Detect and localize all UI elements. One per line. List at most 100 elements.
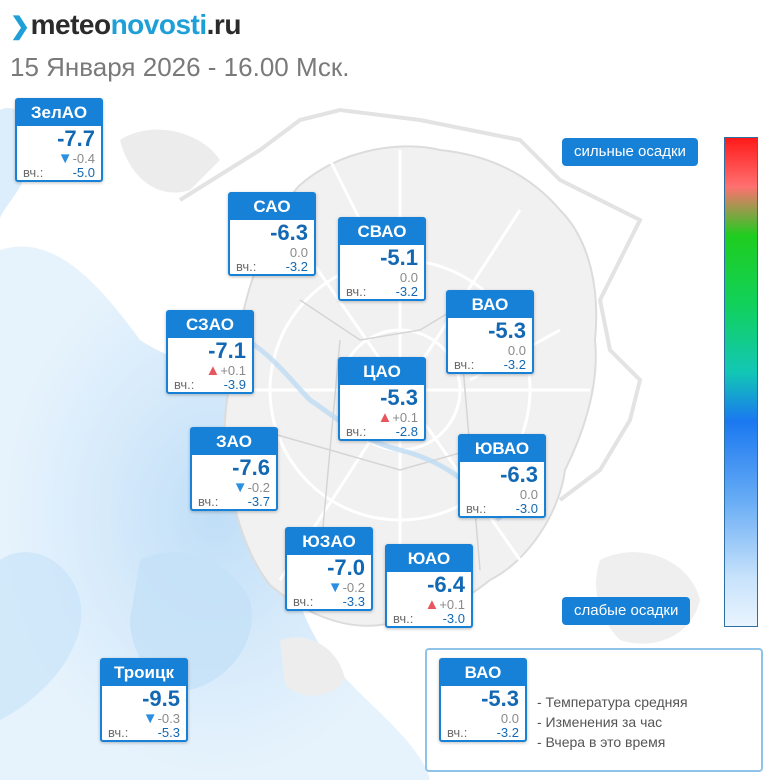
yesterday-value: -3.0: [515, 501, 538, 516]
scale-top-label: сильные осадки: [562, 138, 698, 166]
yesterday-label: вч.:: [293, 594, 314, 609]
yesterday-label: вч.:: [346, 284, 367, 299]
hourly-change-value: +0.1: [392, 410, 418, 425]
arrow-down-icon: ▼: [327, 579, 343, 596]
site-logo[interactable]: ❯meteonovosti.ru: [10, 8, 241, 44]
precipitation-area: [0, 246, 430, 780]
suburb-area: [120, 129, 220, 193]
yesterday-label: вч.:: [454, 357, 475, 372]
district-card[interactable]: ЮАО -6.4 ▲+0.1 вч.: -3.0: [385, 544, 473, 628]
yesterday-value: -2.8: [395, 424, 418, 439]
hourly-change-value: +0.1: [439, 597, 465, 612]
district-name: Троицк: [102, 660, 186, 686]
district-temperature: -7.0: [327, 555, 365, 580]
legend-sample-card: ВАО -5.3 0.0 вч.: -3.2: [439, 658, 527, 742]
logo-part-novosti: novosti: [110, 9, 208, 40]
district-card[interactable]: ВАО -5.3 0.0 вч.: -3.2: [446, 290, 534, 374]
district-card[interactable]: ЮЗАО -7.0 ▼-0.2 вч.: -3.3: [285, 527, 373, 611]
district-name: ЮВАО: [460, 436, 544, 462]
district-temperature: -5.1: [380, 245, 418, 270]
yesterday-label: вч.:: [108, 725, 129, 740]
yesterday-label: вч.:: [393, 611, 414, 626]
district-temperature: -5.3: [481, 686, 519, 711]
district-name: ЮАО: [387, 546, 471, 572]
district-temperature: -6.3: [500, 462, 538, 487]
page-subtitle: 15 Января 2026 - 16.00 Мск.: [10, 52, 350, 82]
precipitation-area: [0, 552, 82, 720]
district-name: ВАО: [441, 660, 525, 686]
scale-bottom-label: слабые осадки: [562, 597, 691, 625]
logo-chevron-icon: ❯: [10, 13, 30, 40]
district-name: ЗАО: [192, 429, 276, 455]
hourly-change: ▲+0.1: [424, 597, 465, 612]
yesterday-label: вч.:: [346, 424, 367, 439]
yesterday-value: -3.2: [285, 259, 308, 274]
yesterday-label: вч.:: [447, 725, 468, 740]
yesterday-label: вч.:: [236, 259, 257, 274]
arrow-up-icon: ▲: [377, 409, 393, 426]
district-temperature: -7.7: [57, 126, 95, 151]
hourly-change-value: 0.0: [399, 270, 418, 285]
district-card[interactable]: ЦАО -5.3 ▲+0.1 вч.: -2.8: [338, 357, 426, 441]
district-temperature: -7.1: [208, 338, 246, 363]
legend-list: - Температура средняя - Изменения за час…: [537, 692, 688, 752]
arrow-up-icon: ▲: [205, 362, 221, 379]
yesterday-value: -3.2: [395, 284, 418, 299]
logo-part-domain: .ru: [206, 9, 242, 40]
district-temperature: -6.4: [427, 572, 465, 597]
district-name: ЮЗАО: [287, 529, 371, 555]
hourly-change: 0.0: [508, 343, 526, 358]
district-card[interactable]: ЮВАО -6.3 0.0 вч.: -3.0: [458, 434, 546, 518]
district-card[interactable]: СВАО -5.1 0.0 вч.: -3.2: [338, 217, 426, 301]
district-name: СВАО: [340, 219, 424, 245]
hourly-change-value: +0.1: [220, 363, 246, 378]
yesterday-label: вч.:: [466, 501, 487, 516]
district-card[interactable]: ЗАО -7.6 ▼-0.2 вч.: -3.7: [190, 427, 278, 511]
yesterday-label: вч.:: [23, 165, 44, 180]
legend-item-yesterday: - Вчера в это время: [537, 734, 666, 750]
yesterday-value: -3.2: [496, 725, 519, 740]
hourly-change-value: -0.4: [72, 151, 95, 166]
precipitation-scale-bar: [724, 137, 758, 627]
hourly-change-value: 0.0: [507, 343, 526, 358]
district-name: ЗелАО: [17, 100, 101, 126]
hourly-change: 0.0: [290, 245, 308, 260]
hourly-change: ▼-0.3: [143, 711, 180, 726]
hourly-change: 0.0: [520, 487, 538, 502]
district-temperature: -5.3: [488, 318, 526, 343]
hourly-change: ▼-0.2: [233, 480, 270, 495]
hourly-change: ▼-0.2: [328, 580, 365, 595]
district-temperature: -9.5: [142, 686, 180, 711]
yesterday-label: вч.:: [174, 377, 195, 392]
yesterday-value: -3.9: [223, 377, 246, 392]
logo-part-meteo: meteo: [30, 9, 111, 40]
hourly-change: ▲+0.1: [205, 363, 246, 378]
district-card[interactable]: ЗелАО -7.7 ▼-0.4 вч.: -5.0: [15, 98, 103, 182]
hourly-change: 0.0: [400, 270, 418, 285]
hourly-change-value: -0.2: [342, 580, 365, 595]
district-temperature: -5.3: [380, 385, 418, 410]
district-name: СЗАО: [168, 312, 252, 338]
arrow-down-icon: ▼: [57, 150, 73, 167]
district-card[interactable]: СЗАО -7.1 ▲+0.1 вч.: -3.9: [166, 310, 254, 394]
yesterday-value: -5.0: [72, 165, 95, 180]
hourly-change: ▼-0.4: [58, 151, 95, 166]
district-name: ВАО: [448, 292, 532, 318]
legend-item-hourly-change: - Изменения за час: [537, 714, 663, 730]
hourly-change-value: -0.2: [247, 480, 270, 495]
hourly-change-value: 0.0: [519, 487, 538, 502]
district-name: САО: [230, 194, 314, 220]
district-card[interactable]: САО -6.3 0.0 вч.: -3.2: [228, 192, 316, 276]
arrow-up-icon: ▲: [424, 596, 440, 613]
yesterday-value: -5.3: [157, 725, 180, 740]
precipitation-area: [130, 552, 252, 690]
yesterday-label: вч.:: [198, 494, 219, 509]
district-temperature: -6.3: [270, 220, 308, 245]
suburb-area: [178, 107, 643, 502]
hourly-change: ▲+0.1: [377, 410, 418, 425]
hourly-change-value: -0.3: [157, 711, 180, 726]
district-card[interactable]: Троицк -9.5 ▼-0.3 вч.: -5.3: [100, 658, 188, 742]
legend-item-temperature: - Температура средняя: [537, 694, 688, 710]
yesterday-value: -3.2: [503, 357, 526, 372]
district-temperature: -7.6: [232, 455, 270, 480]
